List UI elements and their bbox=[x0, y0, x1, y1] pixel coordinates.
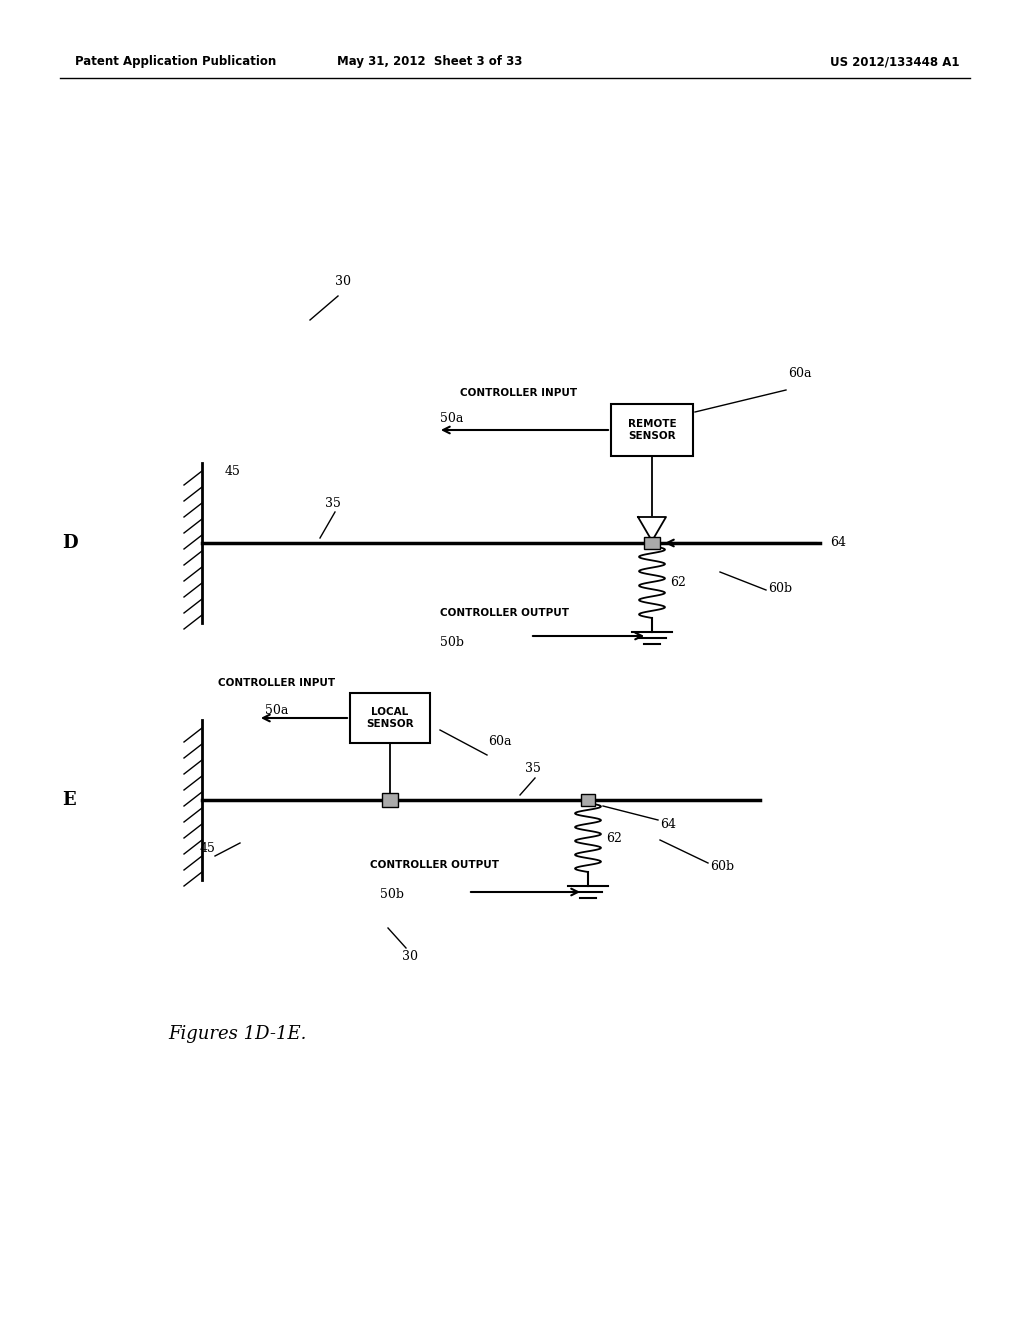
Text: May 31, 2012  Sheet 3 of 33: May 31, 2012 Sheet 3 of 33 bbox=[337, 55, 522, 69]
Text: 64: 64 bbox=[830, 536, 846, 549]
Text: 45: 45 bbox=[200, 842, 216, 855]
Text: 60b: 60b bbox=[710, 861, 734, 873]
Text: 50b: 50b bbox=[440, 636, 464, 649]
Polygon shape bbox=[638, 517, 666, 541]
Text: 60a: 60a bbox=[488, 735, 512, 748]
Text: US 2012/133448 A1: US 2012/133448 A1 bbox=[830, 55, 961, 69]
Text: CONTROLLER OUTPUT: CONTROLLER OUTPUT bbox=[370, 861, 499, 870]
Text: CONTROLLER INPUT: CONTROLLER INPUT bbox=[460, 388, 578, 399]
Text: 60a: 60a bbox=[788, 367, 811, 380]
Text: 50b: 50b bbox=[380, 888, 404, 902]
Text: 62: 62 bbox=[670, 577, 686, 590]
Text: REMOTE
SENSOR: REMOTE SENSOR bbox=[628, 420, 676, 441]
Text: 45: 45 bbox=[225, 465, 241, 478]
Text: E: E bbox=[62, 791, 76, 809]
Text: Patent Application Publication: Patent Application Publication bbox=[75, 55, 276, 69]
Text: 35: 35 bbox=[525, 762, 541, 775]
Text: 64: 64 bbox=[660, 818, 676, 832]
Text: 62: 62 bbox=[606, 832, 622, 845]
Bar bbox=[644, 537, 660, 549]
Bar bbox=[581, 795, 595, 807]
Text: CONTROLLER INPUT: CONTROLLER INPUT bbox=[218, 678, 335, 688]
Bar bbox=[350, 693, 430, 743]
Bar bbox=[382, 793, 398, 807]
Text: 50a: 50a bbox=[440, 412, 464, 425]
Text: LOCAL
SENSOR: LOCAL SENSOR bbox=[367, 708, 414, 729]
Bar bbox=[611, 404, 693, 455]
Text: 30: 30 bbox=[402, 950, 418, 964]
Text: CONTROLLER OUTPUT: CONTROLLER OUTPUT bbox=[440, 609, 569, 618]
Text: D: D bbox=[62, 535, 78, 552]
Text: 50a: 50a bbox=[265, 704, 289, 717]
Text: 60b: 60b bbox=[768, 582, 793, 594]
Text: 35: 35 bbox=[325, 498, 341, 510]
Text: Figures 1D-1E.: Figures 1D-1E. bbox=[168, 1026, 306, 1043]
Text: 30: 30 bbox=[335, 275, 351, 288]
